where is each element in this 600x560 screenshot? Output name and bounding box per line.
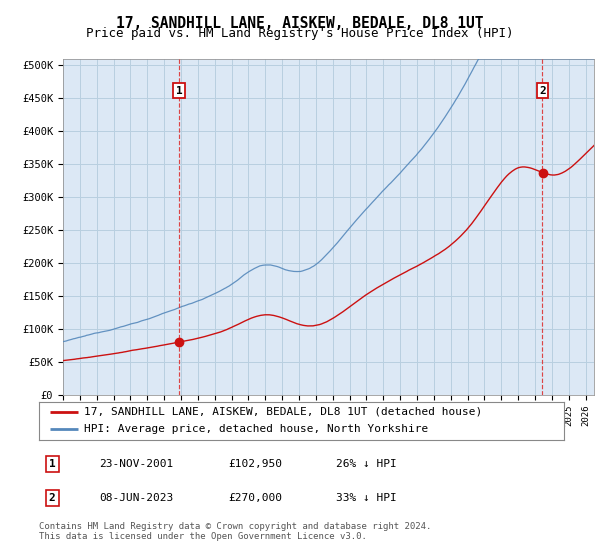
Text: HPI: Average price, detached house, North Yorkshire: HPI: Average price, detached house, Nort… (83, 424, 428, 435)
Text: £270,000: £270,000 (228, 493, 282, 503)
Text: 23-NOV-2001: 23-NOV-2001 (100, 459, 173, 469)
Text: 17, SANDHILL LANE, AISKEW, BEDALE, DL8 1UT: 17, SANDHILL LANE, AISKEW, BEDALE, DL8 1… (116, 16, 484, 31)
Text: 08-JUN-2023: 08-JUN-2023 (100, 493, 173, 503)
Text: 2: 2 (49, 493, 56, 503)
Text: Contains HM Land Registry data © Crown copyright and database right 2024.
This d: Contains HM Land Registry data © Crown c… (39, 522, 431, 542)
Text: Price paid vs. HM Land Registry's House Price Index (HPI): Price paid vs. HM Land Registry's House … (86, 27, 514, 40)
Text: 26% ↓ HPI: 26% ↓ HPI (335, 459, 397, 469)
Text: 33% ↓ HPI: 33% ↓ HPI (335, 493, 397, 503)
Text: 1: 1 (49, 459, 56, 469)
Text: 1: 1 (176, 86, 182, 96)
Text: 17, SANDHILL LANE, AISKEW, BEDALE, DL8 1UT (detached house): 17, SANDHILL LANE, AISKEW, BEDALE, DL8 1… (83, 407, 482, 417)
Text: £102,950: £102,950 (228, 459, 282, 469)
Text: 2: 2 (539, 86, 546, 96)
